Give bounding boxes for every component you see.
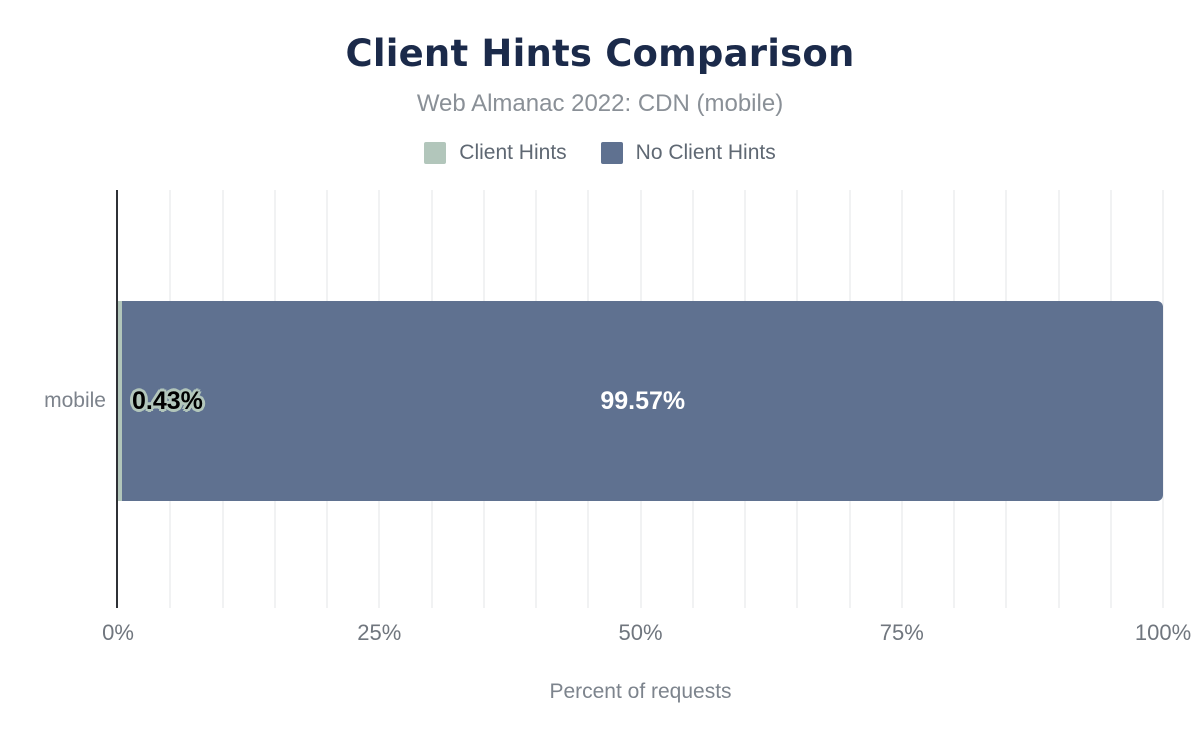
category-label-mobile: mobile bbox=[44, 389, 106, 412]
y-axis-line bbox=[116, 190, 118, 608]
legend-swatch-client-hints-icon bbox=[424, 142, 447, 164]
x-tick-label-25pct: 25% bbox=[357, 620, 402, 645]
x-axis-ticks: 0% 25% 50% 75% 100% bbox=[102, 620, 1191, 648]
value-label-client-hints: 0.43% bbox=[132, 386, 203, 415]
bar-row-mobile: 99.57% 0.43% bbox=[118, 301, 1163, 501]
gridline-100 bbox=[1162, 190, 1164, 608]
bar-segment-client-hints bbox=[118, 301, 123, 501]
legend-item-no-client-hints: No Client Hints bbox=[600, 141, 776, 165]
x-tick-label-75pct: 75% bbox=[879, 620, 924, 645]
bar-segment-no-client-hints: 99.57% bbox=[122, 301, 1163, 501]
legend-swatch-no-client-hints-icon bbox=[600, 142, 623, 164]
x-tick-label-100pct: 100% bbox=[1134, 620, 1192, 645]
legend: Client Hints No Client Hints bbox=[0, 141, 1200, 165]
legend-label-no-client-hints: No Client Hints bbox=[635, 141, 776, 164]
x-axis-title: Percent of requests bbox=[549, 680, 732, 703]
plot-area: mobile 99.57% 0.43% 0% 25% 50% 75% 100% Perc… bbox=[44, 190, 1191, 703]
legend-label-client-hints: Client Hints bbox=[459, 141, 567, 164]
legend-item-client-hints: Client Hints bbox=[424, 141, 567, 165]
value-label-no-client-hints: 99.57% bbox=[600, 386, 686, 415]
chart-title: Client Hints Comparison bbox=[345, 32, 855, 75]
x-tick-label-0pct: 0% bbox=[102, 620, 134, 645]
x-tick-label-50pct: 50% bbox=[618, 620, 663, 645]
chart-subtitle: Web Almanac 2022: CDN (mobile) bbox=[416, 90, 784, 117]
